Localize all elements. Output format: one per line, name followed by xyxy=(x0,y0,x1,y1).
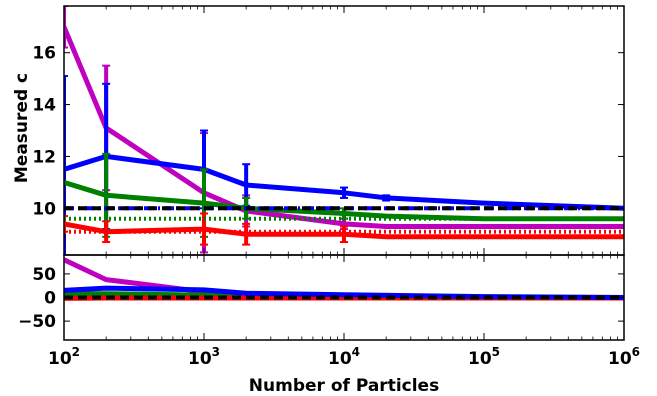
x-axis-label: Number of Particles xyxy=(249,376,439,396)
main-series-1-line xyxy=(64,153,624,211)
residual-ytick-label-0: 50 xyxy=(32,265,56,285)
main-ytick-label-0: 10 xyxy=(32,199,56,219)
main-plot-area xyxy=(64,6,624,255)
main-ytick-label-2: 14 xyxy=(32,96,56,116)
main-series-2-line xyxy=(64,180,624,222)
main-ytick-label-1: 12 xyxy=(32,147,56,167)
xtick-label-2: 104 xyxy=(328,345,360,369)
residual-panel: 50 0 −50 102 103 104 105 106 xyxy=(18,254,640,369)
y-axis-label: Measured c xyxy=(12,73,32,183)
xtick-label-0: 102 xyxy=(48,345,80,369)
main-series-3-line xyxy=(64,221,624,240)
main-ytick-label-3: 16 xyxy=(32,44,56,64)
main-panel: 10 12 14 16 xyxy=(32,5,625,256)
xtick-label-3: 105 xyxy=(468,345,500,369)
residual-ytick-label-2: −50 xyxy=(18,312,56,332)
residual-plot-area xyxy=(64,257,624,301)
xtick-label-4: 106 xyxy=(608,345,640,369)
residual-ytick-label-1: 0 xyxy=(44,289,56,309)
xtick-label-1: 103 xyxy=(188,345,220,369)
